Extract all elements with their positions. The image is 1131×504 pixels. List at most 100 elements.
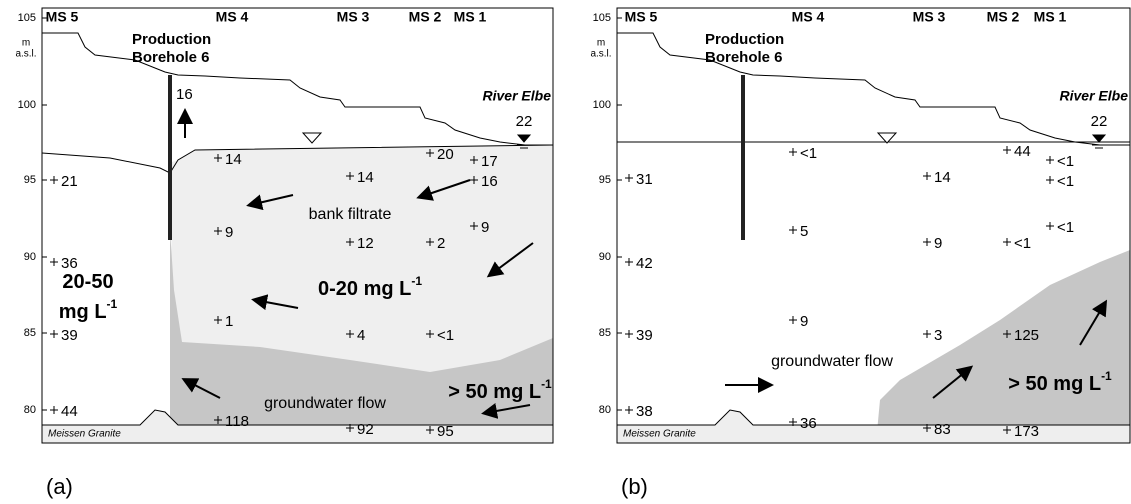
sample-value: 44: [1014, 143, 1031, 160]
water-marker: [303, 133, 321, 143]
sample-cross: [789, 148, 797, 156]
axis-unit: a.s.l.: [15, 49, 36, 60]
sample-value: 92: [357, 421, 374, 438]
sample-value: 9: [225, 224, 233, 241]
high-concentration-zone: [877, 250, 1130, 443]
sample-cross: [625, 174, 633, 182]
sample-value: 16: [481, 173, 498, 190]
sample-cross: [50, 258, 58, 266]
sample-cross: [789, 226, 797, 234]
figure: 10510095908580ma.s.l.MS 5MS 4MS 3MS 2MS …: [0, 0, 1131, 504]
sample-value: 14: [357, 169, 374, 186]
well-label: MS 3: [337, 9, 370, 25]
y-tick-label: 105: [18, 12, 36, 24]
terrain-line: [617, 33, 1130, 145]
sample-value: 9: [800, 313, 808, 330]
y-tick-label: 105: [593, 12, 611, 24]
panel-label: (a): [46, 474, 73, 499]
zone-sup: -1: [541, 377, 552, 391]
sample-value: 5: [800, 223, 808, 240]
zone-text: mg L: [59, 301, 107, 323]
y-tick-label: 95: [24, 174, 36, 186]
sample-value: 9: [481, 219, 489, 236]
sample-cross: [625, 406, 633, 414]
zone-label: > 50 mg L-1: [448, 377, 552, 403]
sample-cross: [923, 172, 931, 180]
sample-value: <1: [800, 145, 817, 162]
sample-cross: [625, 330, 633, 338]
well-label: MS 4: [216, 9, 249, 25]
well-label: MS 4: [792, 9, 825, 25]
sample-value: 9: [934, 235, 942, 252]
borehole-label: Borehole 6: [705, 49, 783, 66]
sample-cross: [789, 316, 797, 324]
sample-value: 44: [61, 403, 78, 420]
sample-value: 17: [481, 153, 498, 170]
axis-unit: m: [22, 38, 30, 49]
zone-label: 20-50: [62, 271, 113, 293]
sample-value: <1: [1014, 235, 1031, 252]
sample-value: <1: [1057, 173, 1074, 190]
zone-sup: -1: [1101, 369, 1112, 383]
well-label: MS 2: [409, 9, 442, 25]
sample-value: 125: [1014, 327, 1039, 344]
y-tick-label: 80: [599, 404, 611, 416]
y-tick-label: 100: [18, 99, 36, 111]
sample-value: 95: [437, 423, 454, 440]
well-label: MS 3: [913, 9, 946, 25]
sample-cross: [50, 330, 58, 338]
sample-value: 42: [636, 255, 653, 272]
borehole-label: Production: [132, 31, 211, 48]
sample-value: 14: [225, 151, 242, 168]
sample-value: 21: [61, 173, 78, 190]
sample-value: 36: [61, 255, 78, 272]
zone-text: 0-20 mg L: [318, 278, 411, 300]
borehole-value: 16: [176, 86, 193, 103]
sample-value: 118: [225, 413, 249, 430]
section-text: bank filtrate: [309, 206, 392, 223]
zone-text: > 50 mg L: [448, 381, 541, 403]
well-label: MS 5: [625, 9, 658, 25]
sample-value: 1: [225, 313, 233, 330]
terrain-line: [42, 33, 553, 145]
sample-value: 39: [61, 327, 78, 344]
sample-value: 3: [934, 327, 942, 344]
well-label: MS 5: [46, 9, 79, 25]
sample-cross: [1003, 146, 1011, 154]
sample-value: 36: [800, 415, 817, 432]
panel-label: (b): [621, 474, 648, 499]
sample-value: 31: [636, 171, 653, 188]
zone-label: > 50 mg L-1: [1008, 369, 1112, 395]
river-value: 22: [1091, 113, 1108, 130]
sample-value: 173: [1014, 423, 1039, 440]
sample-value: 39: [636, 327, 653, 344]
sample-cross: [50, 406, 58, 414]
y-tick-label: 85: [599, 327, 611, 339]
axis-unit: m: [597, 38, 605, 49]
sample-cross: [1046, 176, 1054, 184]
river-name: River Elbe: [1060, 88, 1129, 104]
well-label: MS 1: [454, 9, 487, 25]
river-name: River Elbe: [483, 88, 552, 104]
well-label: MS 1: [1034, 9, 1067, 25]
sample-cross: [1046, 156, 1054, 164]
sample-value: <1: [437, 327, 454, 344]
sample-value: 2: [437, 235, 445, 252]
zone-sup: -1: [411, 274, 422, 288]
sample-value: 83: [934, 421, 951, 438]
sample-value: 12: [357, 235, 374, 252]
granite-label: Meissen Granite: [48, 429, 121, 440]
sample-cross: [1003, 238, 1011, 246]
y-tick-label: 90: [599, 251, 611, 263]
sample-value: <1: [1057, 219, 1074, 236]
zone-sup: -1: [107, 297, 118, 311]
sample-cross: [50, 176, 58, 184]
page: 10510095908580ma.s.l.MS 5MS 4MS 3MS 2MS …: [0, 0, 1131, 504]
section-text: groundwater flow: [771, 353, 893, 370]
granite-label: Meissen Granite: [623, 429, 696, 440]
sample-value: <1: [1057, 153, 1074, 170]
river-value: 22: [516, 113, 533, 130]
y-tick-label: 80: [24, 404, 36, 416]
